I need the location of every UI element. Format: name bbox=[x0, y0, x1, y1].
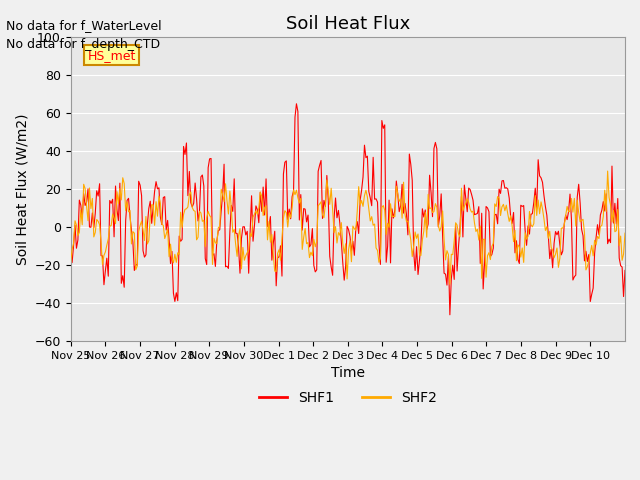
Text: No data for f_depth_CTD: No data for f_depth_CTD bbox=[6, 38, 161, 51]
SHF1 bbox=[86, 224, 93, 230]
SHF2 bbox=[67, 259, 74, 265]
SHF2 bbox=[620, 251, 627, 257]
SHF2 bbox=[621, 230, 629, 236]
SHF1 bbox=[292, 101, 300, 107]
SHF1 bbox=[103, 255, 111, 261]
SHF2 bbox=[352, 228, 360, 233]
Y-axis label: Soil Heat Flux (W/m2): Soil Heat Flux (W/m2) bbox=[15, 113, 29, 265]
SHF2 bbox=[463, 196, 471, 202]
Line: SHF2: SHF2 bbox=[70, 171, 625, 284]
SHF1 bbox=[353, 219, 361, 225]
SHF1 bbox=[465, 185, 472, 191]
X-axis label: Time: Time bbox=[331, 366, 365, 381]
Text: No data for f_WaterLevel: No data for f_WaterLevel bbox=[6, 19, 162, 32]
SHF1 bbox=[547, 246, 555, 252]
Text: HS_met: HS_met bbox=[87, 48, 136, 61]
SHF1 bbox=[621, 267, 629, 273]
SHF1 bbox=[67, 250, 74, 256]
SHF2 bbox=[103, 242, 111, 248]
SHF1 bbox=[620, 294, 627, 300]
Title: Soil Heat Flux: Soil Heat Flux bbox=[285, 15, 410, 33]
SHF2 bbox=[446, 281, 454, 287]
SHF2 bbox=[604, 168, 611, 174]
SHF2 bbox=[86, 185, 93, 191]
Legend: SHF1, SHF2: SHF1, SHF2 bbox=[253, 385, 442, 410]
SHF1 bbox=[446, 312, 454, 318]
Line: SHF1: SHF1 bbox=[70, 104, 625, 315]
SHF2 bbox=[546, 228, 554, 234]
